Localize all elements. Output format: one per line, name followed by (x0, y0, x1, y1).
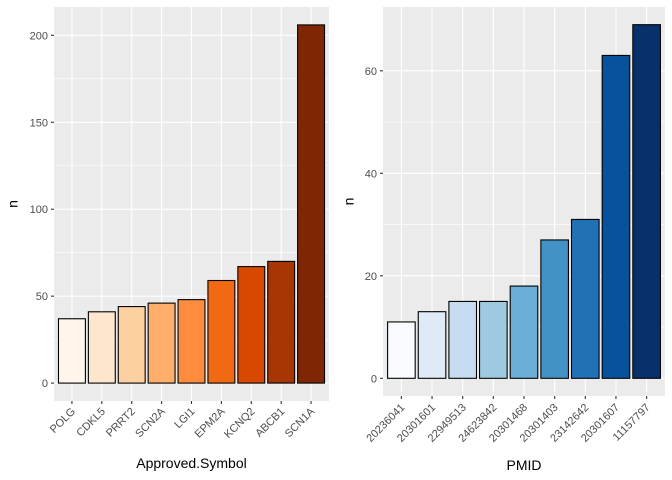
left-bar-polg (57, 318, 86, 384)
left-x-tick-label: CDKL5 (74, 406, 108, 440)
left-x-axis-title: Approved.Symbol (136, 455, 247, 471)
right-bar-11157797 (632, 24, 661, 379)
left-bar-cdkl5 (87, 311, 116, 384)
left-bar-epm2a (207, 279, 236, 384)
left-y-tick-label: 200 (30, 30, 48, 42)
left-y-axis-title: n (5, 200, 21, 208)
right-x-axis-title: PMID (507, 457, 542, 473)
right-y-tick-label: 60 (365, 66, 377, 78)
left-y-tick-label: 100 (30, 204, 48, 216)
left-bar-kcnq2 (237, 266, 266, 384)
right-bar-20301607 (601, 54, 631, 379)
right-bar-20301601 (417, 311, 447, 379)
left-y-tick-label: 150 (30, 117, 48, 129)
right-y-axis-title: n (341, 198, 357, 206)
left-x-tick-label: SCN2A (133, 405, 168, 440)
right-y-tick-label: 40 (365, 168, 377, 180)
left-x-tick-label: KCNQ2 (222, 406, 257, 441)
left-y-tick-label: 50 (36, 291, 48, 303)
left-x-tick-label: SCN1A (283, 405, 318, 440)
right-bar-22949513 (448, 300, 478, 379)
left-y-tick-label: 0 (42, 378, 48, 390)
right-bar-20301468 (509, 285, 539, 379)
right-bar-20301403 (540, 239, 569, 379)
left-bar-scn1a (297, 24, 326, 384)
left-bar-lgi1 (177, 299, 206, 384)
right-y-tick-label: 0 (371, 373, 377, 385)
right-chart-panel: 0204060202360412030160122949513246238422… (341, 7, 665, 473)
right-y-tick-label: 20 (365, 271, 377, 283)
right-bar-24623842 (479, 300, 508, 379)
left-bar-prrt2 (117, 306, 146, 384)
left-bar-scn2a (147, 302, 176, 384)
left-x-tick-label: LGI1 (172, 406, 197, 431)
left-x-tick-label: EPM2A (193, 405, 228, 440)
right-bar-20236041 (387, 321, 416, 379)
right-bar-23142642 (570, 218, 600, 379)
left-bar-abcb1 (267, 260, 296, 384)
left-x-tick-label: ABCB1 (253, 406, 287, 440)
left-x-tick-label: PRRT2 (104, 406, 138, 440)
